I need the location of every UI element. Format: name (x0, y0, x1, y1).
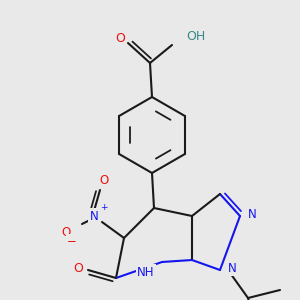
Text: O: O (99, 173, 109, 187)
Text: O: O (115, 32, 125, 46)
Text: OH: OH (186, 31, 205, 44)
Text: O: O (73, 262, 83, 275)
Text: N: N (248, 208, 256, 220)
Text: NH: NH (137, 266, 155, 278)
Text: −: − (67, 236, 77, 248)
Text: +: + (100, 202, 108, 211)
Text: N: N (90, 209, 98, 223)
Text: N: N (228, 262, 236, 275)
Text: O: O (61, 226, 70, 238)
